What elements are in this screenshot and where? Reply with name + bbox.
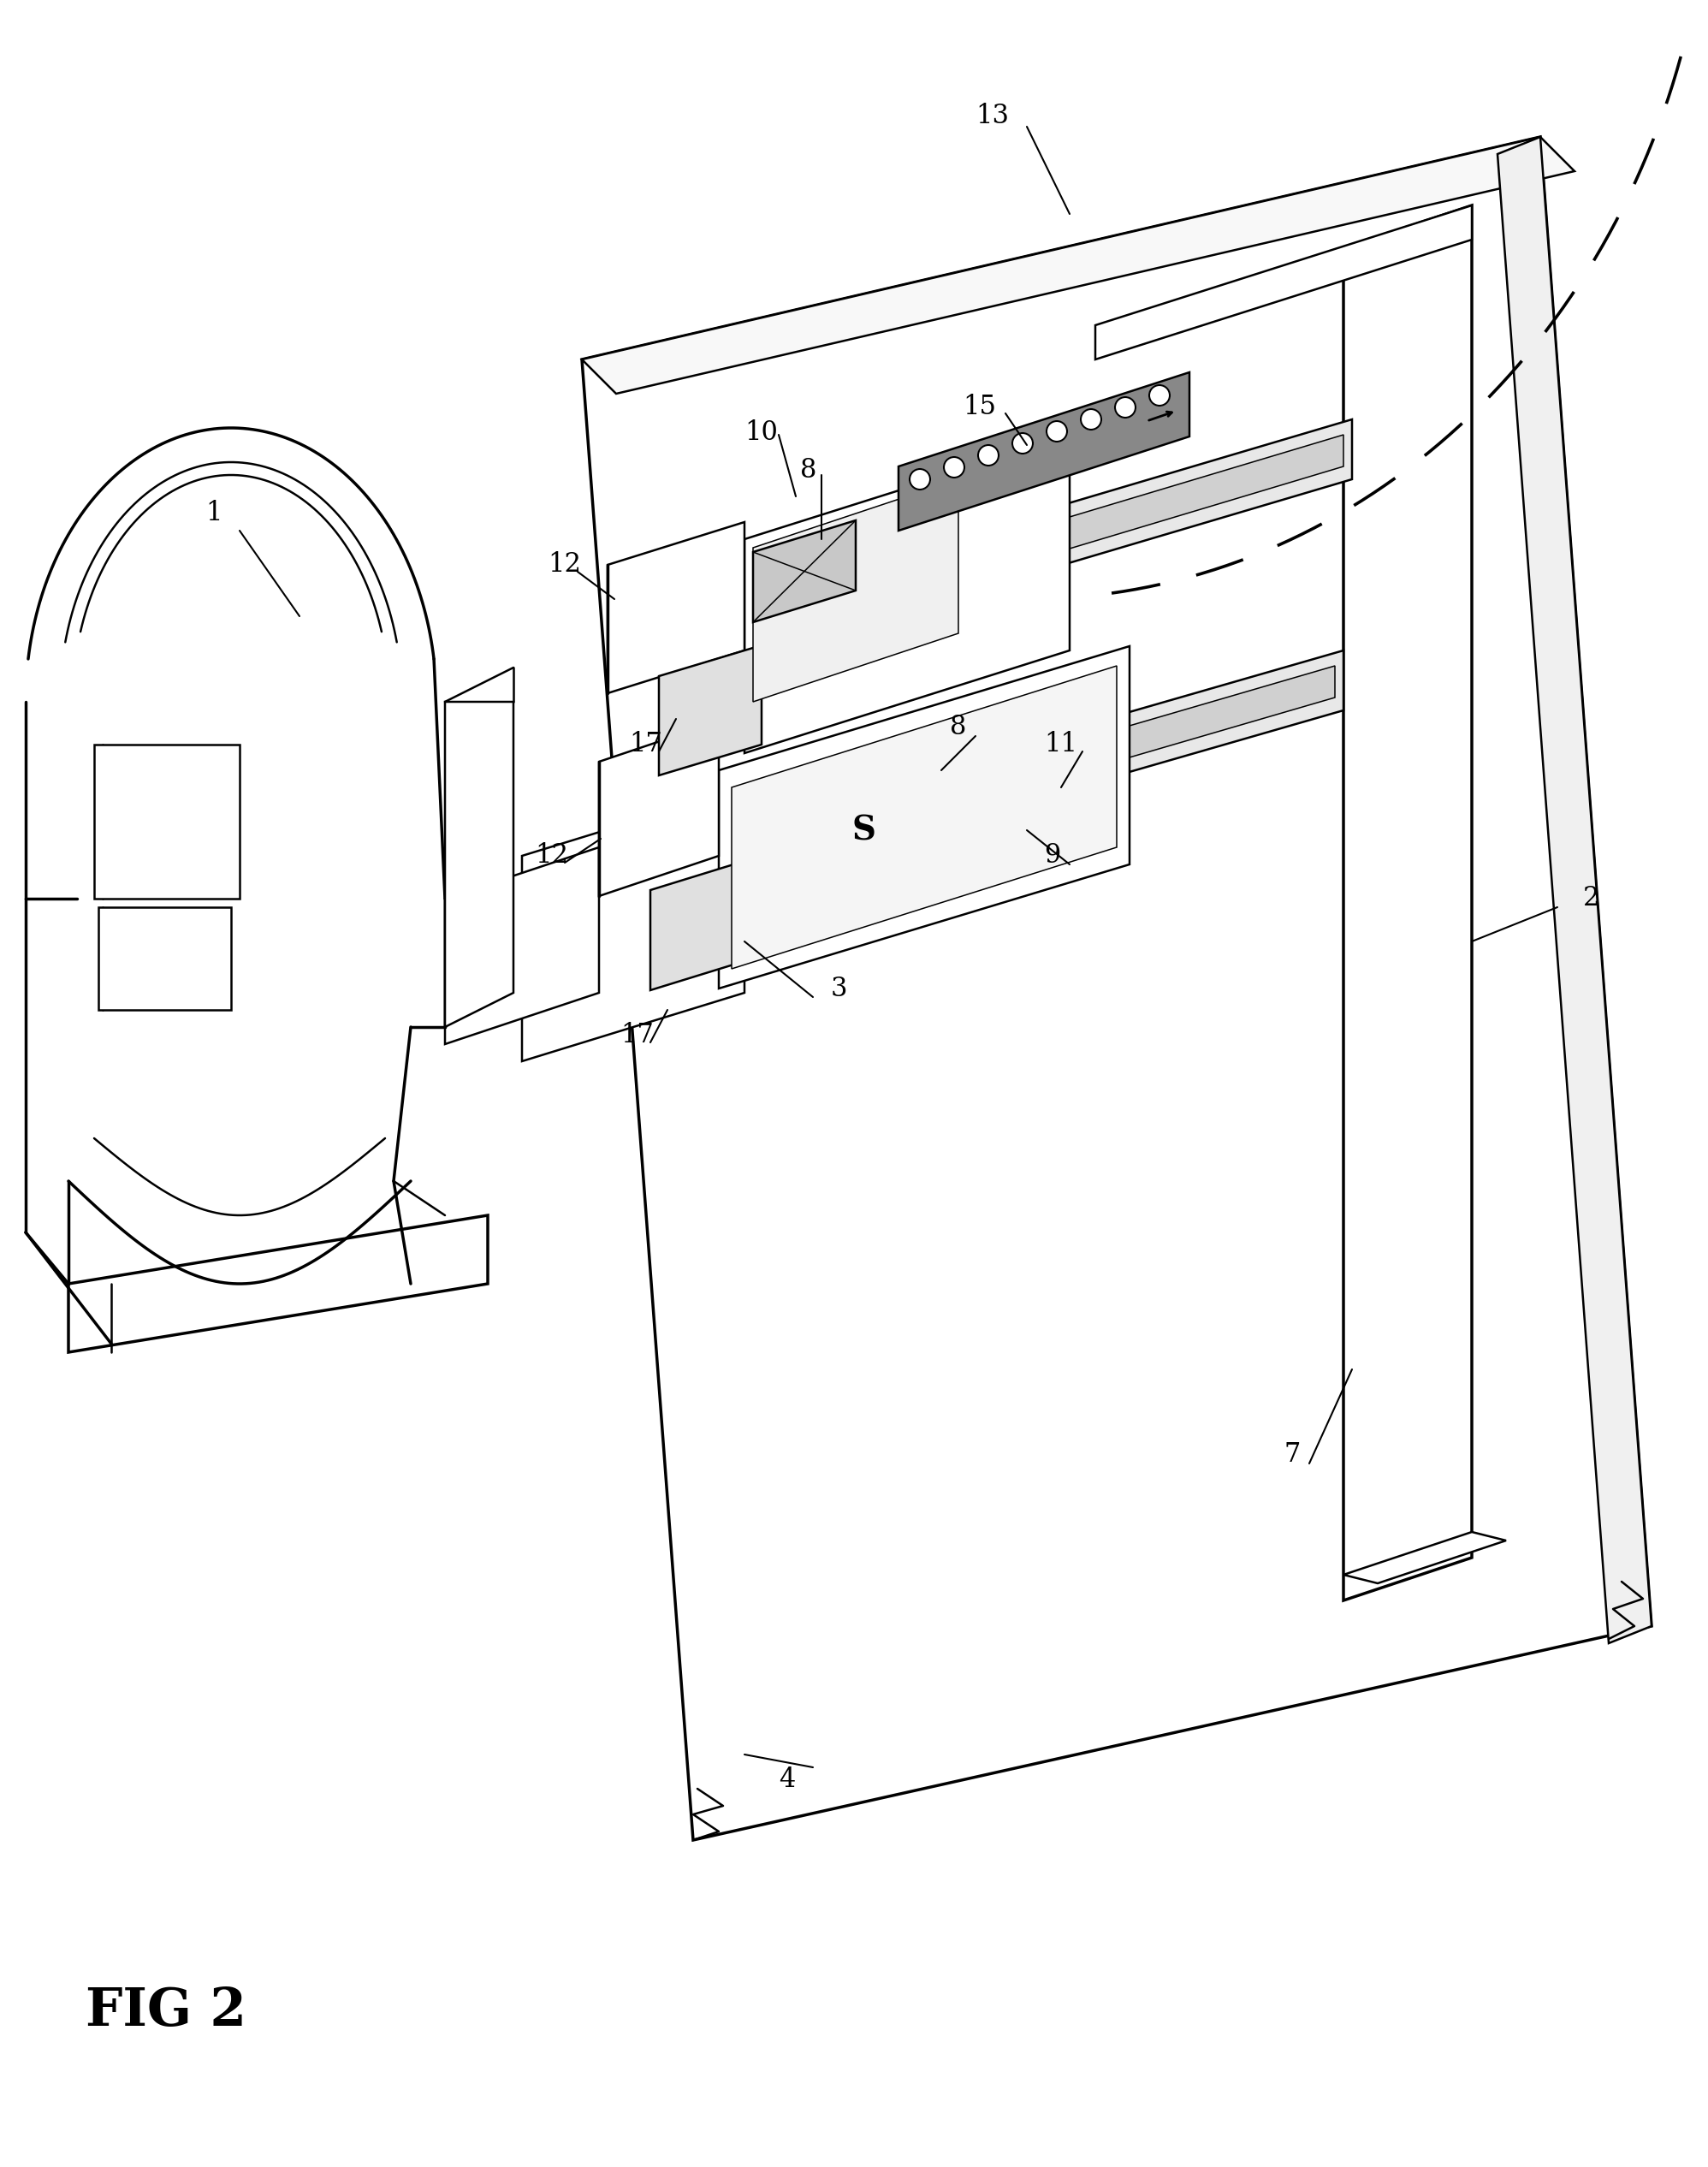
Polygon shape — [753, 479, 958, 702]
Polygon shape — [651, 858, 753, 990]
Polygon shape — [446, 847, 600, 1044]
Polygon shape — [1498, 137, 1652, 1643]
Text: 1: 1 — [205, 501, 222, 527]
Polygon shape — [608, 522, 745, 693]
Polygon shape — [731, 665, 1117, 969]
Polygon shape — [719, 646, 1129, 988]
Text: 15: 15 — [963, 392, 996, 420]
Text: 12: 12 — [548, 553, 581, 579]
Text: 13: 13 — [975, 102, 1009, 128]
Polygon shape — [753, 436, 1344, 644]
Polygon shape — [1344, 1532, 1506, 1584]
Text: 11: 11 — [1044, 730, 1078, 758]
Polygon shape — [728, 665, 1336, 875]
Circle shape — [979, 444, 999, 466]
Text: 3: 3 — [830, 975, 847, 1001]
Text: S: S — [852, 815, 876, 847]
Polygon shape — [99, 908, 231, 1010]
Text: FIG 2: FIG 2 — [85, 1985, 246, 2037]
Polygon shape — [582, 137, 1652, 1840]
Polygon shape — [753, 520, 856, 622]
Text: 8: 8 — [801, 457, 816, 483]
Text: 12: 12 — [535, 843, 569, 869]
Text: 2: 2 — [1583, 886, 1600, 912]
Circle shape — [1013, 433, 1033, 453]
Circle shape — [1047, 420, 1068, 442]
Text: 4: 4 — [779, 1766, 796, 1794]
Text: 17: 17 — [630, 730, 663, 758]
Circle shape — [910, 468, 931, 490]
Polygon shape — [446, 702, 514, 1027]
Polygon shape — [719, 650, 1344, 891]
Text: 10: 10 — [745, 418, 779, 446]
Circle shape — [945, 457, 965, 477]
Polygon shape — [1344, 206, 1472, 1601]
Circle shape — [1149, 386, 1170, 405]
Text: 17: 17 — [622, 1023, 654, 1049]
Polygon shape — [659, 646, 762, 776]
Text: 9: 9 — [1044, 843, 1061, 869]
Polygon shape — [523, 787, 745, 1062]
Polygon shape — [68, 1216, 488, 1352]
Text: 7: 7 — [1284, 1441, 1300, 1469]
Polygon shape — [1095, 206, 1472, 360]
Polygon shape — [600, 722, 719, 897]
Polygon shape — [898, 373, 1189, 531]
Polygon shape — [582, 137, 1575, 394]
Polygon shape — [745, 420, 1353, 659]
Circle shape — [1081, 410, 1102, 429]
Text: 8: 8 — [950, 715, 967, 741]
Polygon shape — [745, 436, 1069, 754]
Polygon shape — [94, 745, 239, 899]
Circle shape — [1115, 397, 1136, 418]
